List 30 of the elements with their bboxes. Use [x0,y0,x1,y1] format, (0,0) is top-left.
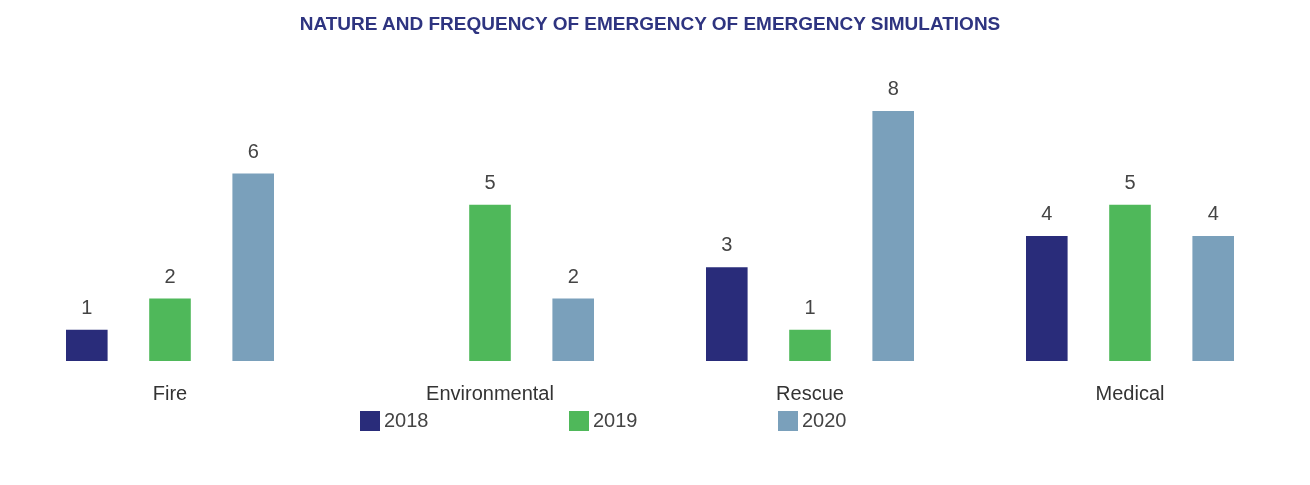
bar [706,267,748,361]
data-label: 1 [804,295,816,318]
data-label: 6 [247,139,259,162]
legend-label: 2019 [593,409,638,431]
bar [66,329,108,361]
bar [1192,236,1234,361]
legend-label: 2018 [384,409,429,431]
data-label: 8 [887,77,899,99]
bar [232,173,274,361]
x-tick-label: Rescue [776,381,844,404]
data-label: 4 [1041,202,1053,224]
bar [1109,204,1151,361]
x-tick-label: Environmental [426,381,554,404]
data-label: 1 [81,295,93,318]
data-label: 5 [484,170,496,193]
data-label: 4 [1207,202,1219,224]
bar [149,298,191,361]
data-label: 2 [164,264,176,287]
data-label: 5 [1124,170,1136,193]
chart-title: NATURE AND FREQUENCY OF EMERGENCY OF EMERGENCY SIMULATIONS [299,13,1001,34]
x-tick-label: Medical [1095,381,1165,404]
bar [1026,236,1068,361]
x-tick-label: Fire [152,381,188,404]
data-label: 3 [721,233,733,256]
data-label: 2 [567,264,579,287]
legend-label: 2020 [802,409,847,431]
bar [469,204,511,361]
bar [789,329,831,361]
bar [872,111,914,361]
bar [552,298,594,361]
